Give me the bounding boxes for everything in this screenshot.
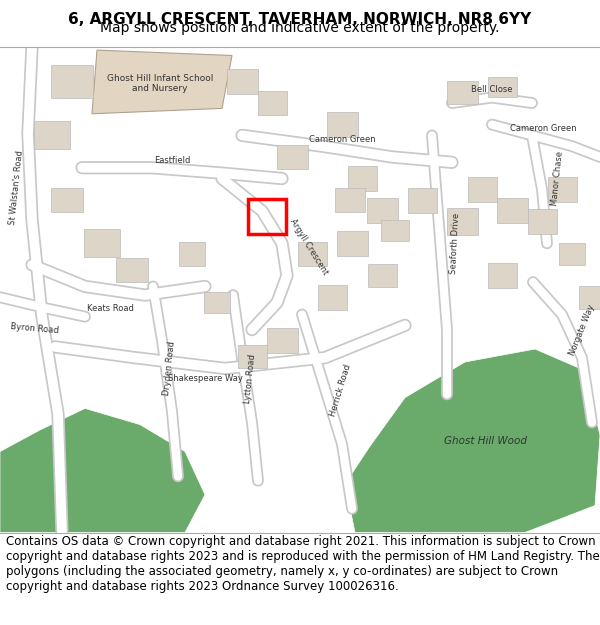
Bar (487, 76, 517, 97)
Bar (84, 229, 120, 258)
Bar (487, 263, 517, 288)
Text: Argyll Crescent: Argyll Crescent (288, 217, 329, 276)
Text: Norgate Way: Norgate Way (568, 302, 597, 356)
Text: Manor Chase: Manor Chase (550, 151, 565, 206)
Bar (179, 242, 205, 266)
Polygon shape (92, 50, 232, 114)
Bar (116, 258, 148, 282)
Bar (347, 166, 377, 191)
Bar (559, 242, 585, 266)
Bar (367, 264, 397, 287)
Bar (381, 219, 409, 241)
Bar (446, 81, 478, 104)
Bar (579, 286, 600, 309)
Text: Cameron Green: Cameron Green (308, 135, 376, 144)
Bar (548, 177, 577, 202)
Text: Bell Close: Bell Close (471, 86, 513, 94)
Text: Byron Road: Byron Road (10, 322, 59, 335)
Text: 6, ARGYLL CRESCENT, TAVERHAM, NORWICH, NR8 6YY: 6, ARGYLL CRESCENT, TAVERHAM, NORWICH, N… (68, 12, 532, 27)
Bar (497, 199, 527, 223)
Bar (34, 121, 70, 149)
Text: Keats Road: Keats Road (86, 304, 133, 312)
Text: Dryden Road: Dryden Road (162, 341, 176, 396)
Bar (527, 209, 557, 234)
Bar (337, 231, 367, 256)
Text: Shakespeare Way: Shakespeare Way (167, 374, 242, 383)
Bar (446, 208, 478, 235)
Text: Seaforth Drive: Seaforth Drive (449, 213, 461, 274)
Bar (257, 91, 287, 116)
Bar (51, 188, 83, 212)
Bar (277, 144, 308, 169)
Bar (407, 188, 437, 213)
Text: Cameron Green: Cameron Green (509, 124, 577, 133)
Bar (227, 69, 257, 94)
Text: Lytton Road: Lytton Road (243, 354, 257, 404)
Bar (204, 292, 230, 313)
Text: Herrick Road: Herrick Road (328, 363, 352, 418)
Bar (51, 65, 93, 98)
Bar (298, 242, 326, 266)
Bar (326, 112, 358, 137)
Text: Ghost Hill Wood: Ghost Hill Wood (443, 436, 527, 446)
Text: St Walstan's Road: St Walstan's Road (8, 149, 25, 225)
Bar (367, 199, 398, 223)
Bar (248, 199, 286, 234)
Text: Contains OS data © Crown copyright and database right 2021. This information is : Contains OS data © Crown copyright and d… (6, 535, 600, 593)
Text: Map shows position and indicative extent of the property.: Map shows position and indicative extent… (100, 21, 500, 35)
Bar (238, 345, 266, 368)
Polygon shape (345, 349, 600, 532)
Bar (335, 188, 365, 212)
Bar (266, 328, 298, 353)
Polygon shape (0, 408, 205, 532)
Bar (317, 285, 347, 309)
Text: Eastfield: Eastfield (154, 156, 190, 164)
Bar (467, 177, 497, 202)
Text: Ghost Hill Infant School
and Nursery: Ghost Hill Infant School and Nursery (107, 74, 213, 93)
